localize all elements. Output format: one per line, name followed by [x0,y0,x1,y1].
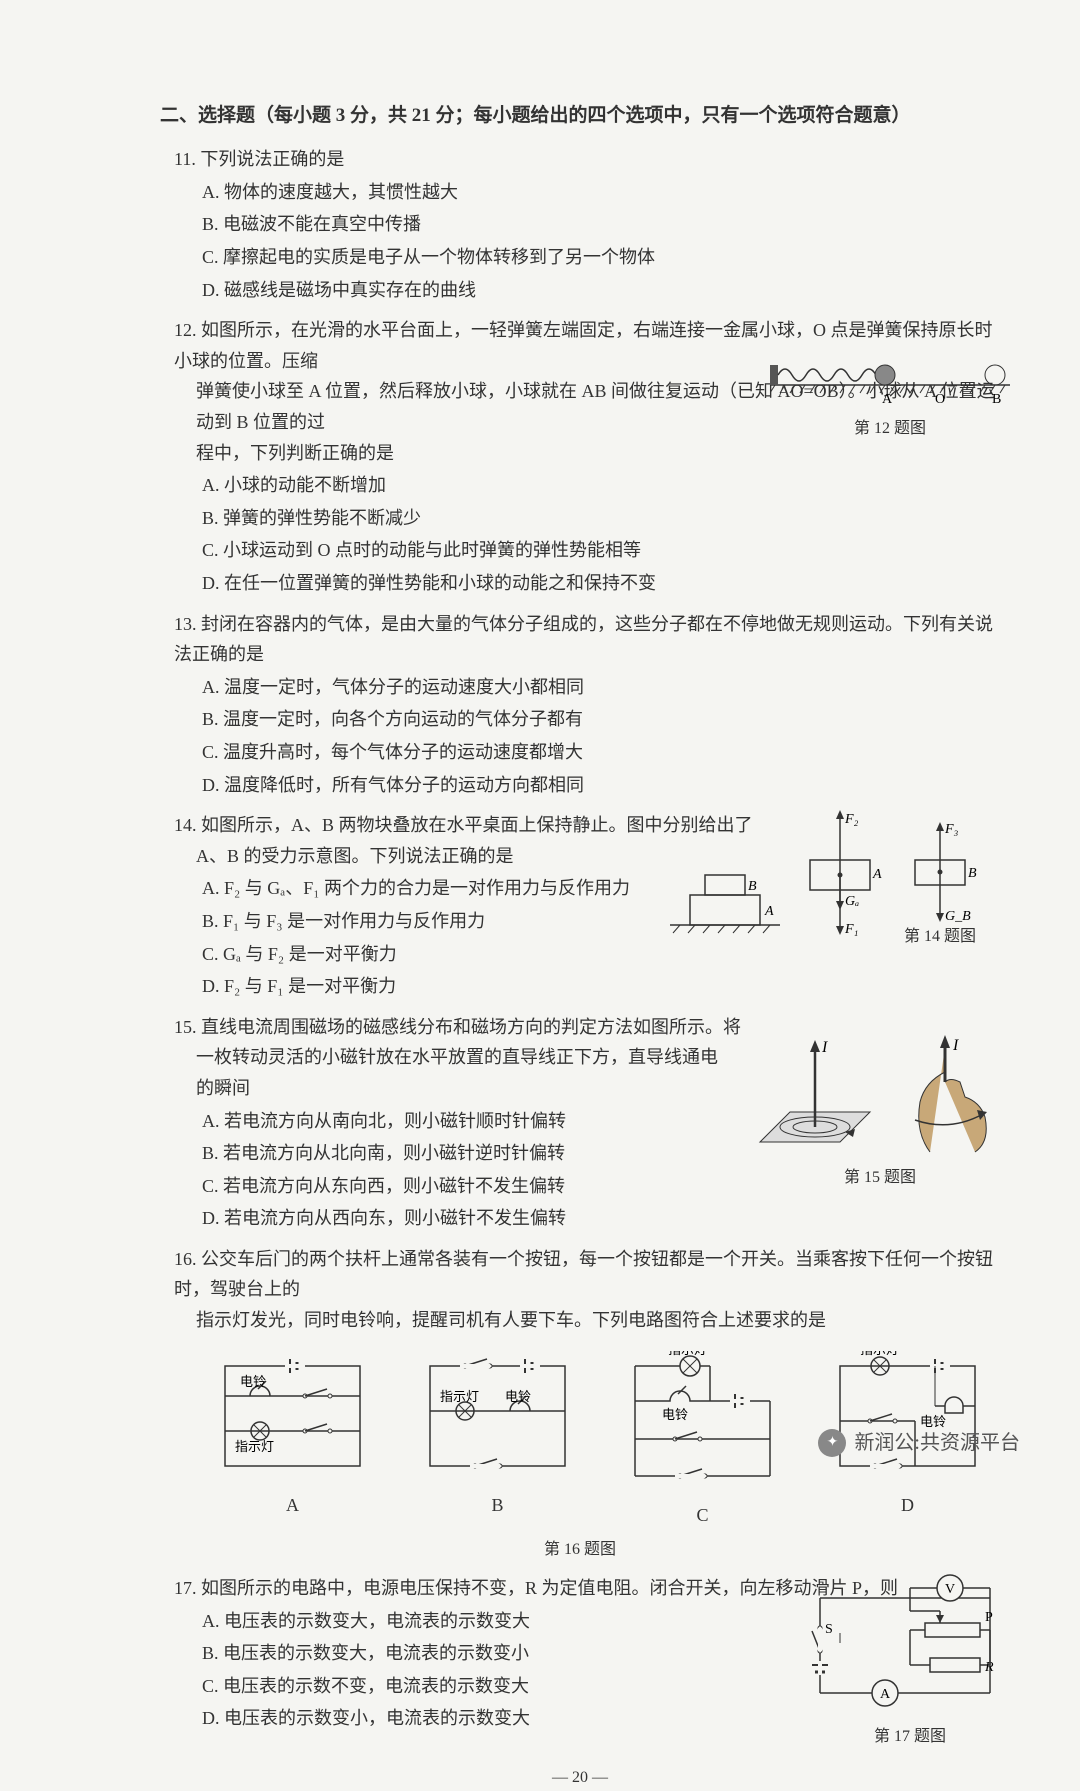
page-number: — 20 — [160,1764,1000,1791]
q14-option-d: D. F₂ 与 F₁ 是一对平衡力 [202,971,1000,1002]
q12-option-b: B. 弹簧的弹性势能不断减少 [202,503,1000,534]
question-11: 11. 下列说法正确的是 A. 物体的速度越大，其惯性越大 B. 电磁波不能在真… [160,144,1000,305]
svg-text:电铃: 电铃 [505,1389,531,1404]
circuit-a: 电铃 指示灯 A [210,1351,375,1531]
question-14: 14. 如图所示，A、B 两物块叠放在水平桌面上保持静止。图中分别给出了 A、B… [160,810,1000,1002]
q13-text: 封闭在容器内的气体，是由大量的气体分子组成的，这些分子都在不停地做无规则运动。下… [174,614,993,665]
svg-text:V: V [945,1582,955,1597]
svg-text:S: S [825,1622,833,1637]
q12-option-d: D. 在任一位置弹簧的弹性势能和小球的动能之和保持不变 [202,568,1000,599]
q11-num: 11. [174,149,196,169]
question-16: 16. 公交车后门的两个扶杆上通常各装有一个按钮，每一个按钮都是一个开关。当乘客… [160,1244,1000,1563]
q17-num: 17. [174,1578,197,1598]
svg-text:指示灯: 指示灯 [235,1439,274,1454]
circuit-a-label: A [210,1490,375,1521]
watermark: ✦ 新润公:共资源平台 [818,1426,1020,1460]
section-title: 二、选择题（每小题 3 分，共 21 分；每小题给出的四个选项中，只有一个选项符… [160,100,1000,132]
q16-text1: 公交车后门的两个扶杆上通常各装有一个按钮，每一个按钮都是一个开关。当乘客按下任何… [174,1249,993,1300]
svg-text:电铃: 电铃 [240,1374,266,1389]
svg-text:F₂: F₂ [844,812,859,827]
svg-text:指示灯: 指示灯 [668,1351,707,1357]
q17-text: 如图所示的电路中，电源电压保持不变，R 为定值电阻。闭合开关，向左移动滑片 P，… [201,1578,898,1598]
q13-options: A. 温度一定时，气体分子的运动速度大小都相同 B. 温度一定时，向各个方向运动… [202,672,1000,800]
q15-figure: I I 第 15 题图 [740,1032,1020,1172]
q16-fig-label: 第 16 题图 [160,1536,1000,1563]
q11-stem: 11. 下列说法正确的是 [174,144,1000,175]
q16-text2: 指示灯发光，同时电铃响，提醒司机有人要下车。下列电路图符合上述要求的是 [196,1305,1000,1336]
q12-option-c: C. 小球运动到 O 点时的动能与此时弹簧的弹性势能相等 [202,535,1000,566]
svg-text:B: B [992,392,1001,405]
q12-figure: A O B 第 12 题图 [770,345,1010,442]
question-13: 13. 封闭在容器内的气体，是由大量的气体分子组成的，这些分子都在不停地做无规则… [160,609,1000,801]
q15-text1: 直线电流周围磁场的磁感线分布和磁场方向的判定方法如图所示。将 [201,1017,741,1037]
question-15: 15. 直线电流周围磁场的磁感线分布和磁场方向的判定方法如图所示。将 一枚转动灵… [160,1012,1000,1234]
circuit-d-label: D [825,1490,990,1521]
q16-num: 16. [174,1249,197,1269]
wechat-icon: ✦ [818,1429,846,1457]
svg-text:A: A [764,904,774,919]
svg-text:G_B: G_B [945,909,971,924]
q14-fig-label: 第 14 题图 [890,923,990,950]
q13-option-c: C. 温度升高时，每个气体分子的运动速度都增大 [202,737,1000,768]
q15-option-d: D. 若电流方向从西向东，则小磁针不发生偏转 [202,1203,1000,1234]
q13-num: 13. [174,614,197,634]
svg-text:A: A [882,392,893,405]
svg-text:A: A [880,1687,891,1702]
q11-option-a: A. 物体的速度越大，其惯性越大 [202,177,1000,208]
question-17: 17. 如图所示的电路中，电源电压保持不变，R 为定值电阻。闭合开关，向左移动滑… [160,1573,1000,1734]
svg-text:F₃: F₃ [944,822,959,837]
svg-text:指示灯: 指示灯 [860,1351,899,1357]
svg-text:B: B [748,879,757,894]
svg-text:指示灯: 指示灯 [440,1389,479,1404]
q12-fig-label: 第 12 题图 [770,415,1010,442]
q17-fig-label: 第 17 题图 [800,1723,1020,1750]
q15-num: 15. [174,1017,197,1037]
q13-option-d: D. 温度降低时，所有气体分子的运动方向都相同 [202,770,1000,801]
circuit-c: 指示灯 电铃 C [620,1351,785,1531]
q11-option-d: D. 磁感线是磁场中真实存在的曲线 [202,275,1000,306]
question-12: 12. 如图所示，在光滑的水平台面上，一轻弹簧左端固定，右端连接一金属小球，O … [160,315,1000,598]
svg-text:R: R [984,1660,994,1675]
q12-num: 12. [174,320,197,340]
q13-option-a: A. 温度一定时，气体分子的运动速度大小都相同 [202,672,1000,703]
svg-text:B: B [968,866,977,881]
q12-options: A. 小球的动能不断增加 B. 弹簧的弹性势能不断减少 C. 小球运动到 O 点… [202,470,1000,598]
svg-text:Gₐ: Gₐ [845,894,859,909]
q13-option-b: B. 温度一定时，向各个方向运动的气体分子都有 [202,704,1000,735]
q11-text: 下列说法正确的是 [200,149,344,169]
q11-option-b: B. 电磁波不能在真空中传播 [202,209,1000,240]
q11-option-c: C. 摩擦起电的实质是电子从一个物体转移到了另一个物体 [202,242,1000,273]
q16-stem: 16. 公交车后门的两个扶杆上通常各装有一个按钮，每一个按钮都是一个开关。当乘客… [174,1244,1000,1305]
circuit-b: 指示灯 电铃 B [415,1351,580,1531]
q12-text3: 程中，下列判断正确的是 [196,438,1000,469]
svg-text:电铃: 电铃 [662,1407,688,1422]
circuit-b-label: B [415,1490,580,1521]
circuit-c-label: C [620,1500,785,1531]
svg-text:F₁: F₁ [844,922,858,937]
q14-num: 14. [174,815,197,835]
svg-text:I: I [821,1039,828,1056]
watermark-text: 新润公:共资源平台 [854,1426,1020,1460]
svg-text:I: I [952,1037,959,1054]
q11-options: A. 物体的速度越大，其惯性越大 B. 电磁波不能在真空中传播 C. 摩擦起电的… [202,177,1000,305]
q17-figure: V S P [800,1573,1020,1750]
q14-figure: A B A F₂ Gₐ F₁ B F₃ G_B 第 [670,805,1030,945]
q13-stem: 13. 封闭在容器内的气体，是由大量的气体分子组成的，这些分子都在不停地做无规则… [174,609,1000,670]
svg-text:P: P [985,1610,993,1625]
svg-text:A: A [872,867,882,882]
q15-fig-label: 第 15 题图 [740,1164,1020,1191]
svg-text:O: O [935,392,945,405]
q12-option-a: A. 小球的动能不断增加 [202,470,1000,501]
